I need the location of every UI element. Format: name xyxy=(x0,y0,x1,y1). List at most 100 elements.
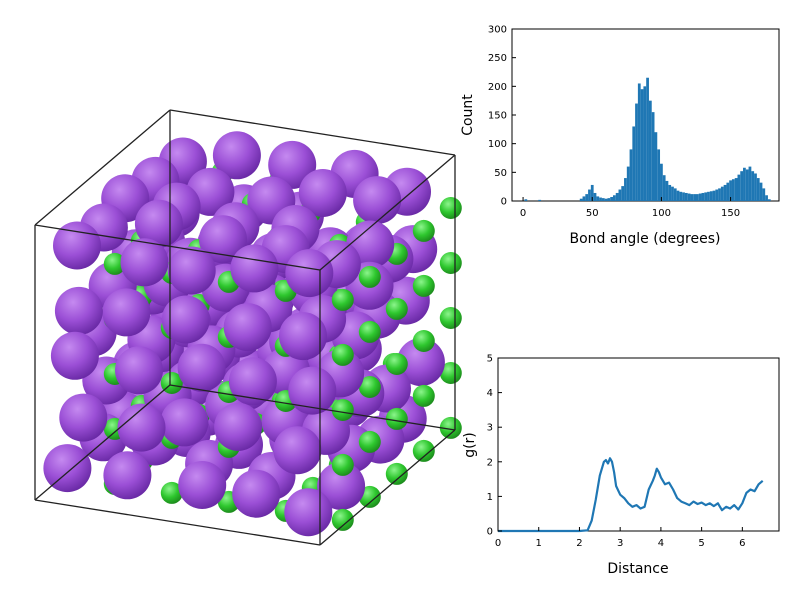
small-atom xyxy=(385,462,408,485)
hist-bar xyxy=(715,189,719,201)
large-atom xyxy=(160,398,209,447)
hist-bar xyxy=(754,173,757,201)
hist-bar xyxy=(690,194,694,201)
hist-bar xyxy=(618,189,622,201)
hist-bar xyxy=(626,166,630,201)
large-atom xyxy=(199,215,247,264)
small-atom xyxy=(412,330,435,352)
small-atom xyxy=(331,508,354,531)
small-atom xyxy=(439,416,462,439)
hist-x-tick-label: 0 xyxy=(520,208,526,219)
hist-bar xyxy=(610,196,613,201)
small-atom xyxy=(439,252,462,274)
rdf-x-tick-label: 0 xyxy=(495,538,501,549)
hist-bar xyxy=(743,167,746,201)
hist-bar xyxy=(648,100,652,201)
rdf-y-tick-label: 0 xyxy=(487,527,493,538)
small-atom xyxy=(358,265,381,288)
hist-bar xyxy=(637,83,641,201)
small-atom xyxy=(412,384,435,407)
hist-bar xyxy=(695,194,699,201)
large-atom xyxy=(115,346,163,395)
large-atom xyxy=(167,246,216,295)
hist-y-tick-label: 50 xyxy=(494,168,507,179)
hist-bar xyxy=(676,190,680,201)
rdf-x-axis-label: Distance xyxy=(607,561,668,577)
hist-bar xyxy=(745,169,749,201)
hist-bar xyxy=(665,180,669,201)
large-atom xyxy=(232,469,281,518)
hist-bar xyxy=(682,192,685,201)
hist-y-tick-label: 0 xyxy=(501,197,507,208)
hist-bar xyxy=(593,192,597,201)
hist-bar xyxy=(599,197,602,201)
small-atom xyxy=(385,353,408,375)
small-atom xyxy=(331,399,354,421)
hist-y-axis-label: Count xyxy=(460,94,476,136)
large-atom xyxy=(288,366,337,415)
hist-bar xyxy=(524,199,528,201)
hist-bar xyxy=(596,196,600,201)
small-atom xyxy=(160,481,183,504)
hist-y-tick-label: 200 xyxy=(488,82,507,93)
small-atom xyxy=(358,430,381,453)
large-atom xyxy=(268,140,317,189)
hist-bar xyxy=(720,186,724,201)
hist-bar xyxy=(712,190,716,201)
box-edge xyxy=(169,109,456,156)
large-atom xyxy=(396,338,445,387)
rdf-x-tick-label: 3 xyxy=(617,538,623,549)
large-atom xyxy=(117,403,166,452)
large-atom xyxy=(223,303,272,352)
hist-bar xyxy=(624,178,627,201)
hist-y-tick-label: 300 xyxy=(488,25,507,36)
hist-bar xyxy=(671,186,674,201)
hist-bar xyxy=(748,166,752,201)
hist-bar xyxy=(635,103,638,201)
large-atom xyxy=(134,199,183,248)
small-atom xyxy=(385,407,408,430)
rdf-y-tick-label: 3 xyxy=(487,423,493,434)
small-atom xyxy=(412,274,435,297)
hist-bar xyxy=(651,112,655,201)
hist-y-tick-label: 250 xyxy=(488,53,507,64)
hist-bar xyxy=(726,182,730,201)
large-atom xyxy=(285,249,334,298)
box-edge xyxy=(34,384,171,501)
rdf-line-group xyxy=(498,457,764,533)
small-atom xyxy=(103,252,126,275)
hist-y-tick-label: 100 xyxy=(488,139,507,150)
large-atom xyxy=(177,343,226,392)
small-atom xyxy=(331,453,354,476)
hist-bar xyxy=(704,192,708,201)
rdf-y-tick-label: 5 xyxy=(487,354,493,365)
hist-bar xyxy=(607,198,611,201)
atomic-structure-render xyxy=(34,109,462,546)
rdf-y-tick-label: 1 xyxy=(487,492,493,503)
large-atom xyxy=(228,357,277,406)
large-atom xyxy=(54,286,103,335)
hist-bar xyxy=(582,196,586,201)
rdf-x-tick-label: 6 xyxy=(739,538,745,549)
large-atom xyxy=(230,244,279,293)
small-atom xyxy=(439,197,462,219)
small-atom xyxy=(331,343,354,366)
hist-bars xyxy=(524,77,771,201)
small-atom xyxy=(358,376,381,398)
large-atom xyxy=(273,426,322,475)
rdf-y-axis-label: g(r) xyxy=(462,432,478,458)
hist-bar xyxy=(684,192,688,201)
hist-bar xyxy=(590,184,594,201)
hist-bar xyxy=(759,182,763,201)
small-atom xyxy=(412,439,435,462)
hist-bar xyxy=(723,184,727,201)
hist-bar xyxy=(621,186,625,201)
large-atom xyxy=(43,444,92,493)
large-atom xyxy=(59,393,108,442)
small-atom xyxy=(385,297,408,320)
hist-x-tick-label: 100 xyxy=(652,208,671,219)
hist-x-axis-label: Bond angle (degrees) xyxy=(570,231,721,247)
hist-bar xyxy=(588,189,591,201)
hist-bar xyxy=(668,184,672,201)
large-atom xyxy=(50,331,99,380)
